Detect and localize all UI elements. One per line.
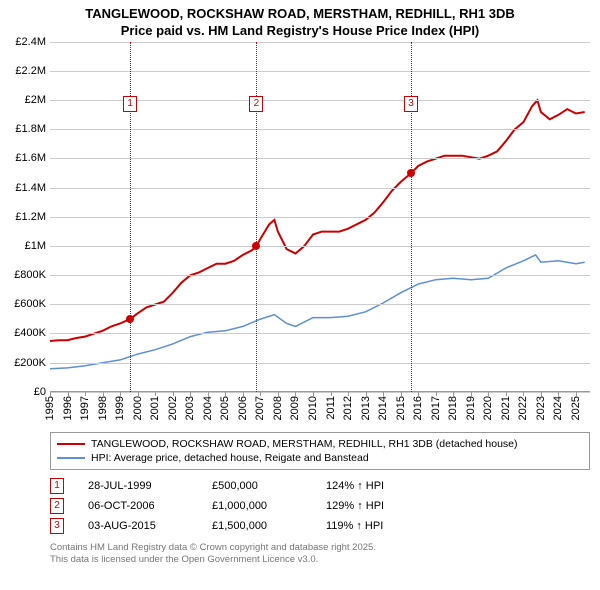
x-tick-label: 2019: [465, 396, 477, 420]
sale-marker: [407, 169, 415, 177]
legend-row: HPI: Average price, detached house, Reig…: [57, 451, 583, 465]
footer-line-2: This data is licensed under the Open Gov…: [50, 554, 590, 566]
x-tick-label: 2007: [254, 396, 266, 420]
sale-marker: [252, 242, 260, 250]
sale-vline: [411, 42, 412, 392]
y-tick-label: £2M: [25, 94, 46, 106]
x-tick-label: 2000: [132, 396, 144, 420]
legend-swatch: [57, 443, 85, 445]
sales-hpi: 119% ↑ HPI: [326, 520, 426, 532]
legend-row: TANGLEWOOD, ROCKSHAW ROAD, MERSTHAM, RED…: [57, 437, 583, 451]
chart-container: TANGLEWOOD, ROCKSHAW ROAD, MERSTHAM, RED…: [0, 0, 600, 590]
sale-vline: [130, 42, 131, 392]
sales-row: 3 03-AUG-2015 £1,500,000 119% ↑ HPI: [50, 516, 590, 536]
footer-line-1: Contains HM Land Registry data © Crown c…: [50, 542, 590, 554]
legend-label: HPI: Average price, detached house, Reig…: [91, 452, 369, 464]
x-tick-label: 2012: [342, 396, 354, 420]
legend-label: TANGLEWOOD, ROCKSHAW ROAD, MERSTHAM, RED…: [91, 438, 518, 450]
x-tick-label: 2013: [360, 396, 372, 420]
x-tick-label: 2023: [535, 396, 547, 420]
y-tick-label: £800K: [14, 269, 46, 281]
x-tick-label: 2022: [517, 396, 529, 420]
x-tick-label: 1995: [44, 396, 56, 420]
sales-badge: 3: [50, 518, 64, 534]
sales-badge: 2: [50, 498, 64, 514]
y-tick-label: £1.8M: [15, 123, 46, 135]
sales-date: 06-OCT-2006: [88, 500, 188, 512]
y-tick-label: £400K: [14, 327, 46, 339]
x-tick-label: 2014: [377, 396, 389, 420]
y-tick-label: £1.2M: [15, 211, 46, 223]
sales-row: 1 28-JUL-1999 £500,000 124% ↑ HPI: [50, 476, 590, 496]
x-tick-label: 2008: [272, 396, 284, 420]
x-tick-label: 2001: [149, 396, 161, 420]
footer: Contains HM Land Registry data © Crown c…: [50, 542, 590, 567]
chart-plot-area: £0£200K£400K£600K£800K£1M£1.2M£1.4M£1.6M…: [50, 42, 590, 392]
sales-hpi: 129% ↑ HPI: [326, 500, 426, 512]
x-tick-label: 2020: [482, 396, 494, 420]
sale-vline: [256, 42, 257, 392]
legend: TANGLEWOOD, ROCKSHAW ROAD, MERSTHAM, RED…: [50, 432, 590, 470]
sale-badge: 3: [404, 96, 418, 112]
sales-price: £1,000,000: [212, 500, 302, 512]
sales-price: £1,500,000: [212, 520, 302, 532]
sales-price: £500,000: [212, 480, 302, 492]
y-tick-label: £1.6M: [15, 152, 46, 164]
x-tick-label: 2003: [184, 396, 196, 420]
y-tick-label: £1.4M: [15, 182, 46, 194]
x-tick-label: 2009: [289, 396, 301, 420]
sales-table: 1 28-JUL-1999 £500,000 124% ↑ HPI 2 06-OCT-20…: [50, 476, 590, 536]
x-tick-label: 1999: [114, 396, 126, 420]
x-tick-label: 2021: [500, 396, 512, 420]
x-tick-label: 1997: [79, 396, 91, 420]
y-tick-label: £200K: [14, 357, 46, 369]
x-tick-label: 2011: [325, 396, 337, 420]
x-tick-label: 2025: [570, 396, 582, 420]
y-tick-label: £2.2M: [15, 65, 46, 77]
x-tick-label: 2017: [430, 396, 442, 420]
sales-badge: 1: [50, 478, 64, 494]
legend-swatch: [57, 457, 85, 459]
y-tick-label: £1M: [25, 240, 46, 252]
x-tick-label: 2024: [552, 396, 564, 420]
x-tick-label: 1996: [62, 396, 74, 420]
sales-date: 28-JUL-1999: [88, 480, 188, 492]
x-tick-label: 2016: [412, 396, 424, 420]
grid-line: [50, 392, 590, 393]
y-tick-label: £2.4M: [15, 36, 46, 48]
x-tick-label: 2002: [167, 396, 179, 420]
x-tick-label: 2005: [219, 396, 231, 420]
sales-hpi: 124% ↑ HPI: [326, 480, 426, 492]
x-tick-label: 2010: [307, 396, 319, 420]
sale-marker: [126, 315, 134, 323]
x-tick-label: 1998: [97, 396, 109, 420]
sales-row: 2 06-OCT-2006 £1,000,000 129% ↑ HPI: [50, 496, 590, 516]
x-tick-label: 2018: [447, 396, 459, 420]
x-tick-label: 2015: [395, 396, 407, 420]
sales-date: 03-AUG-2015: [88, 520, 188, 532]
y-tick-label: £600K: [14, 298, 46, 310]
title-line-2: Price paid vs. HM Land Registry's House …: [0, 23, 600, 40]
sale-badge: 2: [249, 96, 263, 112]
x-tick-label: 2006: [237, 396, 249, 420]
sale-badge: 1: [123, 96, 137, 112]
x-tick-label: 2004: [202, 396, 214, 420]
title-line-1: TANGLEWOOD, ROCKSHAW ROAD, MERSTHAM, RED…: [0, 6, 600, 23]
title-block: TANGLEWOOD, ROCKSHAW ROAD, MERSTHAM, RED…: [0, 0, 600, 42]
